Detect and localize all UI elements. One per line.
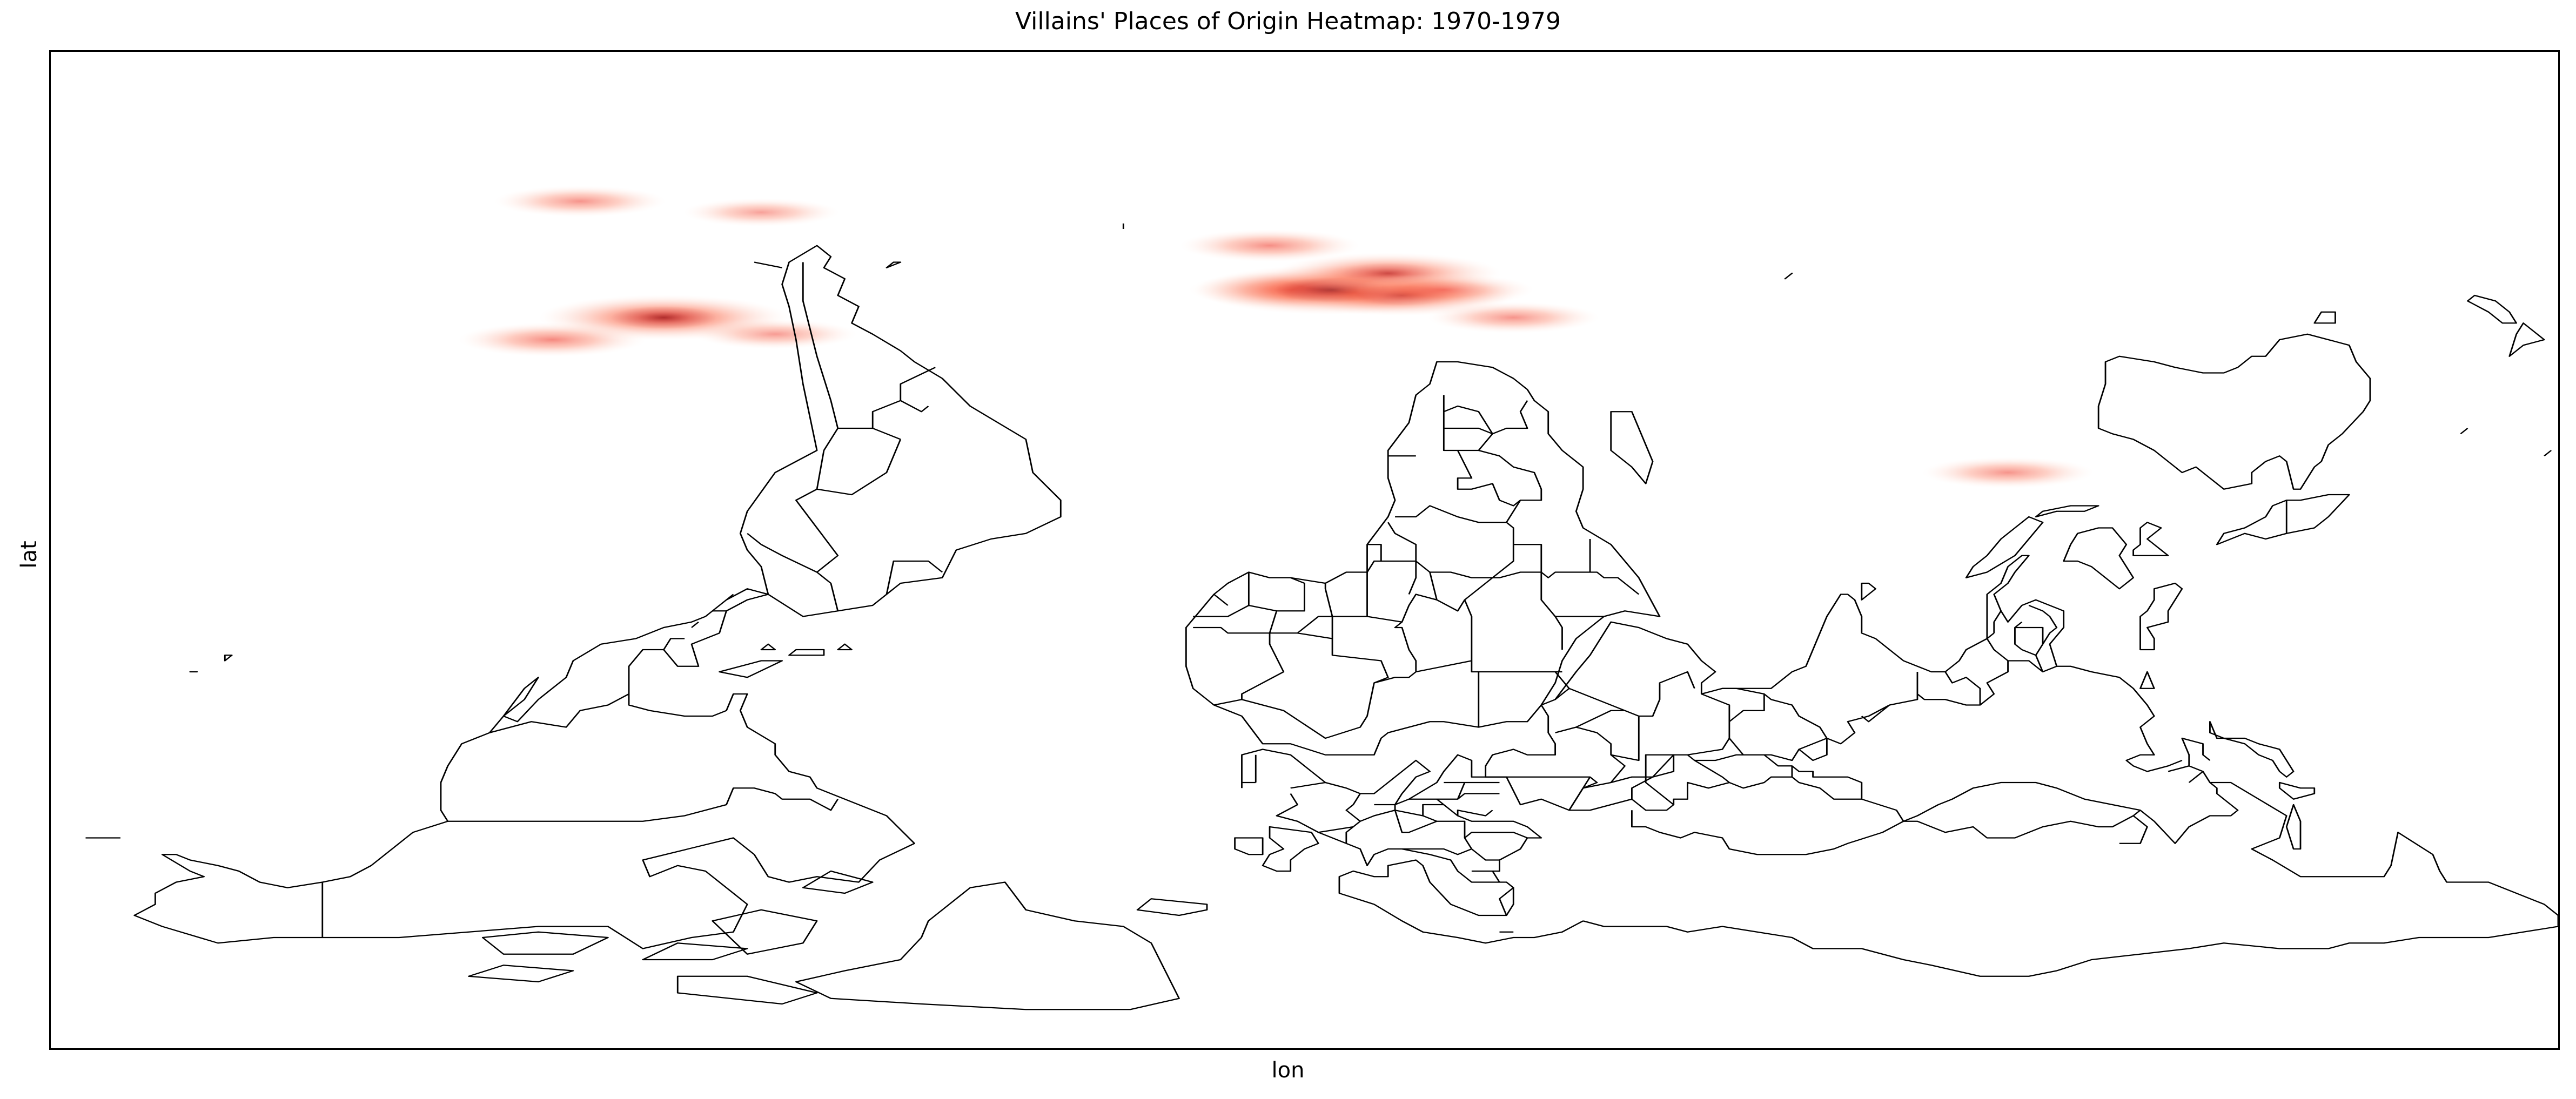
borders-europe [1242,754,1542,933]
landmass-japan [2209,721,2316,800]
landmass-asia [1485,555,2558,977]
heat-blob [1179,229,1360,262]
heat-blob [1922,457,2094,488]
landmass-new-guinea [2216,494,2350,545]
landmass-sri-lanka [1861,582,1877,601]
heat-blob [1354,273,1534,306]
caribbean-islands [719,643,853,678]
landmass-borneo [2063,527,2135,590]
borders-asia [1554,604,2239,855]
landmass-africa [1185,361,1661,756]
heat-blob [494,185,666,217]
small-islands [85,223,2552,839]
landmass-iceland [1136,898,1208,916]
landmass-taiwan [2139,671,2155,689]
landmass-philippines [2139,582,2183,651]
border-central-america [663,594,734,650]
heat-blob [458,322,646,357]
landmass-north-america [133,588,915,949]
heat-blob [1427,302,1600,333]
landmass-sakhalin [2285,804,2302,850]
arctic-islands [468,870,874,1005]
heat-blob-core [610,306,717,329]
landmass-sumatra [1965,516,2044,578]
borders-africa [1193,395,1640,739]
y-axis-label: lat [17,541,42,569]
landmass-greenland [795,881,1180,1010]
chart-title: Villains' Places of Origin Heatmap: 1970… [1015,8,1561,35]
heat-blob [693,319,857,349]
border-us-canada [447,787,839,822]
landmass-java [2035,505,2099,518]
map-plot-area [49,50,2560,1050]
landmass-madagascar [1610,411,1654,484]
borders-south-america [747,262,943,611]
country-borders [85,223,2558,1010]
heat-blob [683,198,840,227]
landmass-sulawesi [2132,522,2169,556]
border-us-mexico [489,693,629,733]
world-map [85,185,2558,1010]
landmass-south-america [739,245,1062,617]
landmass-britain [1234,826,1319,872]
landmass-australia [2097,333,2371,490]
landmass-tasmania [2313,311,2336,324]
heatmap-layer [458,185,2094,488]
x-axis-label: lon [1271,1058,1305,1083]
landmass-europe [1241,749,1591,944]
landmass-new-zealand [2466,294,2545,357]
